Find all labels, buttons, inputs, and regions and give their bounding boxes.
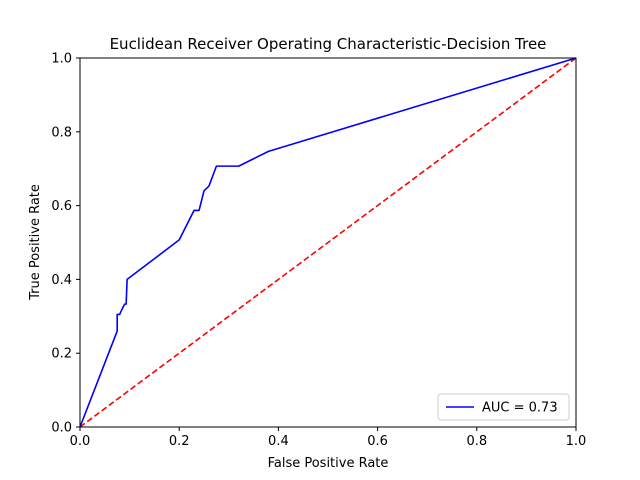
x-tick-label: 0.6 xyxy=(367,434,388,449)
y-tick-label: 0.0 xyxy=(51,421,72,436)
x-tick-label: 0.0 xyxy=(70,434,91,449)
roc-curve-line xyxy=(79,57,577,428)
axes-frame xyxy=(79,57,577,428)
y-tick-label: 0.8 xyxy=(51,125,72,140)
x-tick-label: 0.8 xyxy=(466,434,487,449)
axes: 0.0 0.2 0.4 0.6 0.8 1.0 0.0 0.2 0.4 0.6 0.8 1.0 xyxy=(51,52,586,450)
x-axis-label: False Positive Rate xyxy=(268,456,389,471)
y-tick-label: 0.4 xyxy=(51,273,72,288)
y-tick-label: 1.0 xyxy=(51,52,72,67)
plot-area xyxy=(79,57,577,428)
x-tick-label: 0.2 xyxy=(169,434,190,449)
x-tick-label: 0.4 xyxy=(268,434,289,449)
chart-title: Euclidean Receiver Operating Characteris… xyxy=(110,35,547,53)
legend: AUC = 0.73 xyxy=(437,393,570,421)
x-tick-label: 1.0 xyxy=(566,434,587,449)
y-axis-label: True Positive Rate xyxy=(28,184,43,301)
chance-diagonal-line xyxy=(79,57,577,428)
y-tick-label: 0.6 xyxy=(51,199,72,214)
legend-label: AUC = 0.73 xyxy=(482,401,558,416)
legend-box xyxy=(437,393,570,421)
y-tick-label: 0.2 xyxy=(51,347,72,362)
